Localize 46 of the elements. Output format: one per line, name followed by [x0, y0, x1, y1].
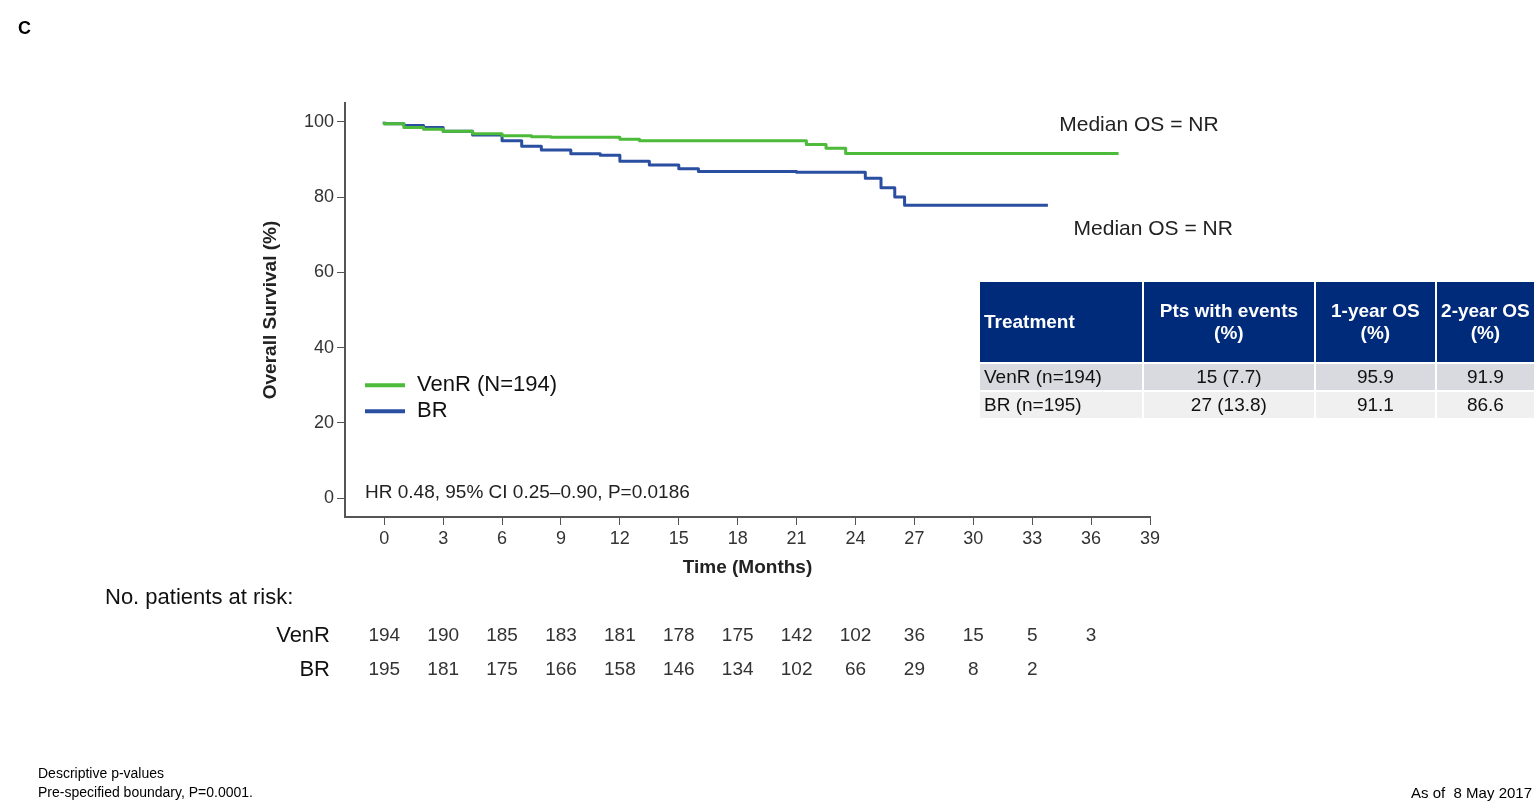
text: 27 (13.8): [1190, 394, 1267, 415]
x-tick-label: 9: [555, 527, 566, 548]
x-tick-label: 30: [963, 527, 984, 548]
x-tick-label: 18: [727, 527, 748, 548]
x-tick-label: 15: [668, 527, 689, 548]
text: 86.6: [1466, 394, 1504, 415]
text: 91.1: [1356, 394, 1394, 415]
x-axis-title: Time (Months): [682, 555, 813, 577]
text: 15 (7.7): [1196, 366, 1262, 387]
legend-label: BR: [417, 397, 448, 423]
y-axis-title: Overall Survival (%): [258, 220, 280, 400]
text: 2-year OS (%): [1441, 300, 1530, 343]
x-tick-label: 27: [904, 527, 925, 548]
text: C: [18, 18, 31, 39]
y-tick-label: 100: [303, 110, 334, 131]
text: BR 195 181 175 166 158 146 134 102 66 29 8 2: [299, 656, 1038, 682]
x-tick-label: 3: [438, 527, 449, 548]
y-tick-label: 40: [313, 336, 334, 357]
text: No. patients at risk:: [105, 584, 294, 610]
annotation: VenR (n=194): [979, 363, 1143, 391]
text: 95.9: [1356, 366, 1394, 387]
text: 1-year OS (%): [1331, 300, 1420, 343]
text: Descriptive p-values: [38, 764, 166, 783]
text: Pts with events (%): [1159, 300, 1299, 343]
x-tick-label: 36: [1081, 527, 1102, 548]
annotation: Median OS = NR: [1073, 216, 1233, 240]
y-tick-label: 60: [313, 261, 334, 282]
x-tick-label: 33: [1022, 527, 1043, 548]
y-tick-label: 0: [323, 487, 334, 508]
x-tick-label: 24: [845, 527, 866, 548]
x-tick-label: 6: [497, 527, 508, 548]
annotation: BR (n=195): [979, 391, 1143, 419]
legend-label: VenR (N=194): [417, 371, 558, 397]
y-tick-label: 20: [313, 411, 334, 432]
annotation: HR 0.48, 95% CI 0.25–0.90, P=0.0186: [365, 480, 690, 502]
text: 91.9: [1466, 366, 1504, 387]
y-tick-label: 80: [313, 186, 334, 207]
annotation: Median OS = NR: [1059, 112, 1219, 136]
text: VenR 194 190 185 183 181 178 175 142 102 36 15 5 3: [276, 622, 1097, 648]
x-tick-label: 0: [379, 527, 390, 548]
annotation: Treatment: [979, 281, 1143, 363]
text: Pre-specified boundary, P=0.0001.: [38, 783, 253, 802]
text: As of 8 May 2017: [1411, 784, 1532, 801]
x-tick-label: 21: [786, 527, 807, 548]
x-tick-label: 12: [609, 527, 630, 548]
x-tick-label: 39: [1139, 527, 1161, 548]
